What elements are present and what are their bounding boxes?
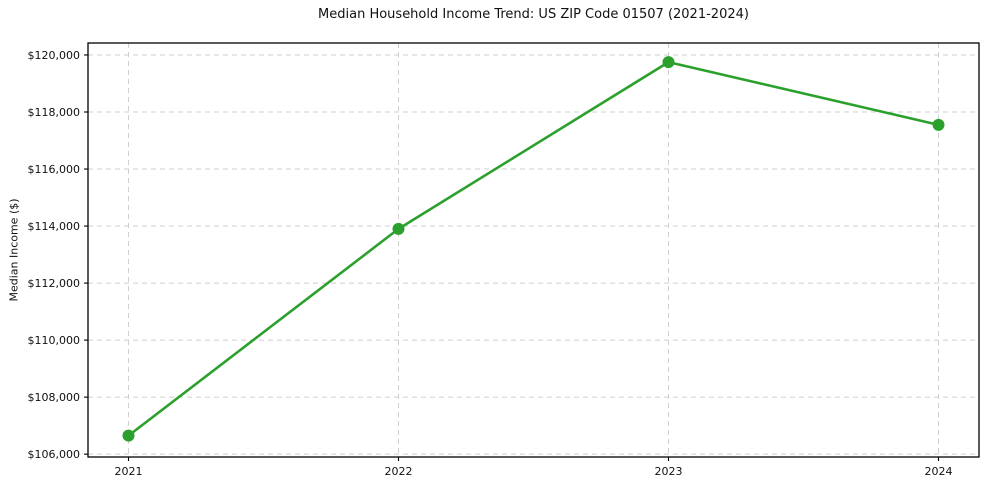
y-tick-label: $114,000 <box>28 220 81 233</box>
x-tick-label: 2021 <box>115 465 143 478</box>
y-tick-label: $112,000 <box>28 277 81 290</box>
y-tick-label: $118,000 <box>28 106 81 119</box>
y-tick-label: $120,000 <box>28 49 81 62</box>
data-point-2024 <box>932 118 945 131</box>
chart-title: Median Household Income Trend: US ZIP Co… <box>318 7 749 22</box>
data-point-2023 <box>662 56 675 69</box>
data-point-2022 <box>392 222 405 235</box>
plot-border <box>87 42 980 458</box>
y-tick-label: $110,000 <box>28 334 81 347</box>
x-tick-label: 2022 <box>385 465 413 478</box>
data-point-2021 <box>122 429 135 442</box>
y-tick-label: $116,000 <box>28 163 81 176</box>
x-tick-label: 2023 <box>655 465 683 478</box>
y-tick-label: $106,000 <box>28 448 81 461</box>
x-tick-label: 2024 <box>925 465 953 478</box>
y-tick-label: $108,000 <box>28 391 81 404</box>
trend-line <box>127 60 940 437</box>
